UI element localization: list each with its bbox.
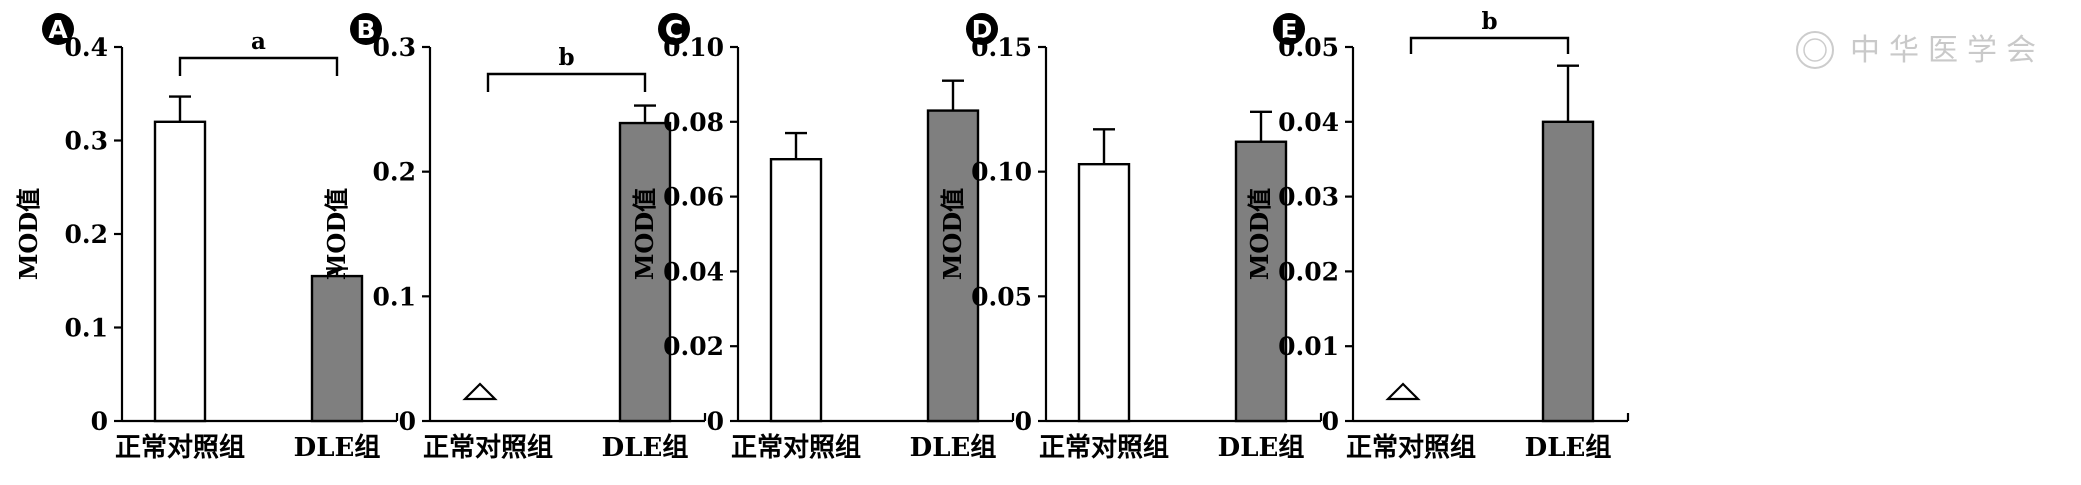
- panel-badge: [966, 13, 998, 45]
- y-tick-label: 0.2: [373, 158, 417, 187]
- significance-label: a: [251, 28, 266, 55]
- y-tick-label: 0.1: [373, 282, 417, 311]
- category-label: 正常对照组: [115, 432, 245, 463]
- panel-badge: [658, 13, 690, 45]
- bar: [769, 157, 823, 423]
- panel-badge: [350, 13, 382, 45]
- category-label: 正常对照组: [1039, 432, 1169, 463]
- y-tick-label: 0.01: [1278, 332, 1339, 361]
- watermark-char: 学: [1967, 33, 1997, 68]
- y-tick-label: 0.06: [663, 183, 724, 212]
- significance-bracket: [486, 72, 647, 92]
- category-label: DLE组: [602, 432, 689, 463]
- y-tick-label: 0.3: [65, 127, 109, 156]
- y-axis-label: MOD值: [938, 188, 967, 280]
- y-tick-label: 0.05: [971, 282, 1032, 311]
- significance-bracket: [178, 56, 339, 76]
- y-tick-label: 0: [399, 407, 416, 436]
- bar: [1541, 120, 1595, 423]
- y-tick-label: 0.02: [1278, 257, 1339, 286]
- panel-badge: [42, 13, 74, 45]
- bar: [310, 274, 364, 423]
- y-tick-label: 0: [1322, 407, 1339, 436]
- y-axis-label: MOD值: [14, 188, 43, 280]
- panel-letter: D: [972, 15, 993, 44]
- y-tick-label: 0.4: [65, 33, 109, 62]
- watermark-char: 中: [1850, 33, 1880, 68]
- watermark-char: 华: [1889, 33, 1919, 68]
- category-label: 正常对照组: [1346, 432, 1476, 463]
- panel-letter: E: [1280, 15, 1297, 44]
- y-tick-label: 0: [707, 407, 724, 436]
- watermark-char: 会: [2006, 33, 2036, 68]
- y-tick-label: 0.15: [971, 33, 1032, 62]
- y-tick-label: 0.08: [663, 108, 724, 137]
- category-label: DLE组: [294, 432, 381, 463]
- watermark: 中华医学会: [1796, 31, 2036, 69]
- watermark-seal-inner: [1803, 38, 1827, 62]
- y-tick-label: 0.04: [1278, 108, 1339, 137]
- y-tick-label: 0.03: [1278, 183, 1339, 212]
- not-detected-marker: [1385, 382, 1421, 401]
- bar: [1234, 140, 1288, 423]
- bar: [1077, 162, 1131, 423]
- bar: [926, 109, 980, 423]
- category-label: DLE组: [910, 432, 997, 463]
- panel-badge: [1273, 13, 1305, 45]
- y-axis-label: MOD值: [322, 188, 351, 280]
- y-tick-label: 0: [91, 407, 108, 436]
- significance-label: b: [1481, 8, 1497, 35]
- significance-bracket: [1409, 36, 1570, 54]
- bar: [618, 121, 672, 423]
- category-label: 正常对照组: [423, 432, 553, 463]
- panel-letter: C: [665, 15, 683, 44]
- category-label: 正常对照组: [731, 432, 861, 463]
- y-tick-label: 0.2: [65, 220, 109, 249]
- y-tick-label: 0.1: [65, 314, 109, 343]
- category-label: DLE组: [1218, 432, 1305, 463]
- y-tick-label: 0.10: [663, 33, 724, 62]
- y-tick-label: 0: [1015, 407, 1032, 436]
- watermark-seal: [1796, 31, 1834, 69]
- category-label: DLE组: [1525, 432, 1612, 463]
- panel-letter: B: [356, 15, 375, 44]
- y-tick-label: 0.02: [663, 332, 724, 361]
- significance-label: b: [558, 44, 574, 71]
- y-axis-label: MOD值: [630, 188, 659, 280]
- not-detected-marker: [462, 382, 498, 401]
- panel-letter: A: [48, 15, 68, 44]
- y-tick-label: 0.05: [1278, 33, 1339, 62]
- y-tick-label: 0.10: [971, 158, 1032, 187]
- y-tick-label: 0.3: [373, 33, 417, 62]
- y-axis-label: MOD值: [1245, 188, 1274, 280]
- y-tick-label: 0.04: [663, 257, 724, 286]
- watermark-char: 医: [1928, 33, 1958, 68]
- bar: [153, 120, 207, 423]
